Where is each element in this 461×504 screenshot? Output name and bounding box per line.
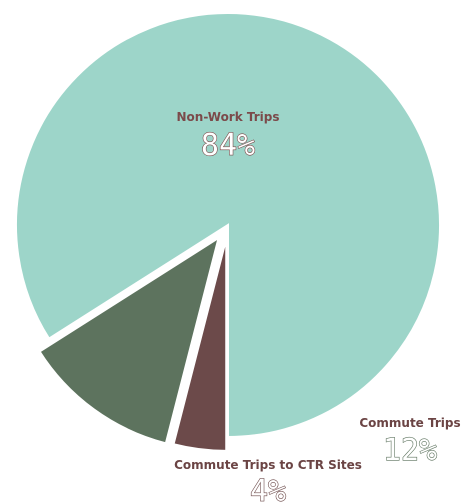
- pie-slice-commute-trips: [38, 235, 221, 445]
- slice-label-commute-trips: Commute Trips: [359, 416, 460, 430]
- pie-slice-non-work-trips: [15, 12, 441, 439]
- slice-value-commute-trips-ctr: 4%: [250, 474, 286, 504]
- pie-slices: [15, 12, 441, 452]
- slice-label-non-work-trips: Non-Work Trips: [176, 110, 279, 124]
- slice-label-commute-trips-ctr: Commute Trips to CTR Sites: [174, 458, 362, 472]
- slice-value-commute-trips: 12%: [383, 433, 437, 468]
- pie-labels: Non-Work Trips 84% Commute Trips 12% Com…: [174, 110, 461, 504]
- pie-slice-commute-trips-to-ctr-sites: [172, 238, 228, 452]
- slice-value-non-work-trips: 84%: [201, 128, 255, 163]
